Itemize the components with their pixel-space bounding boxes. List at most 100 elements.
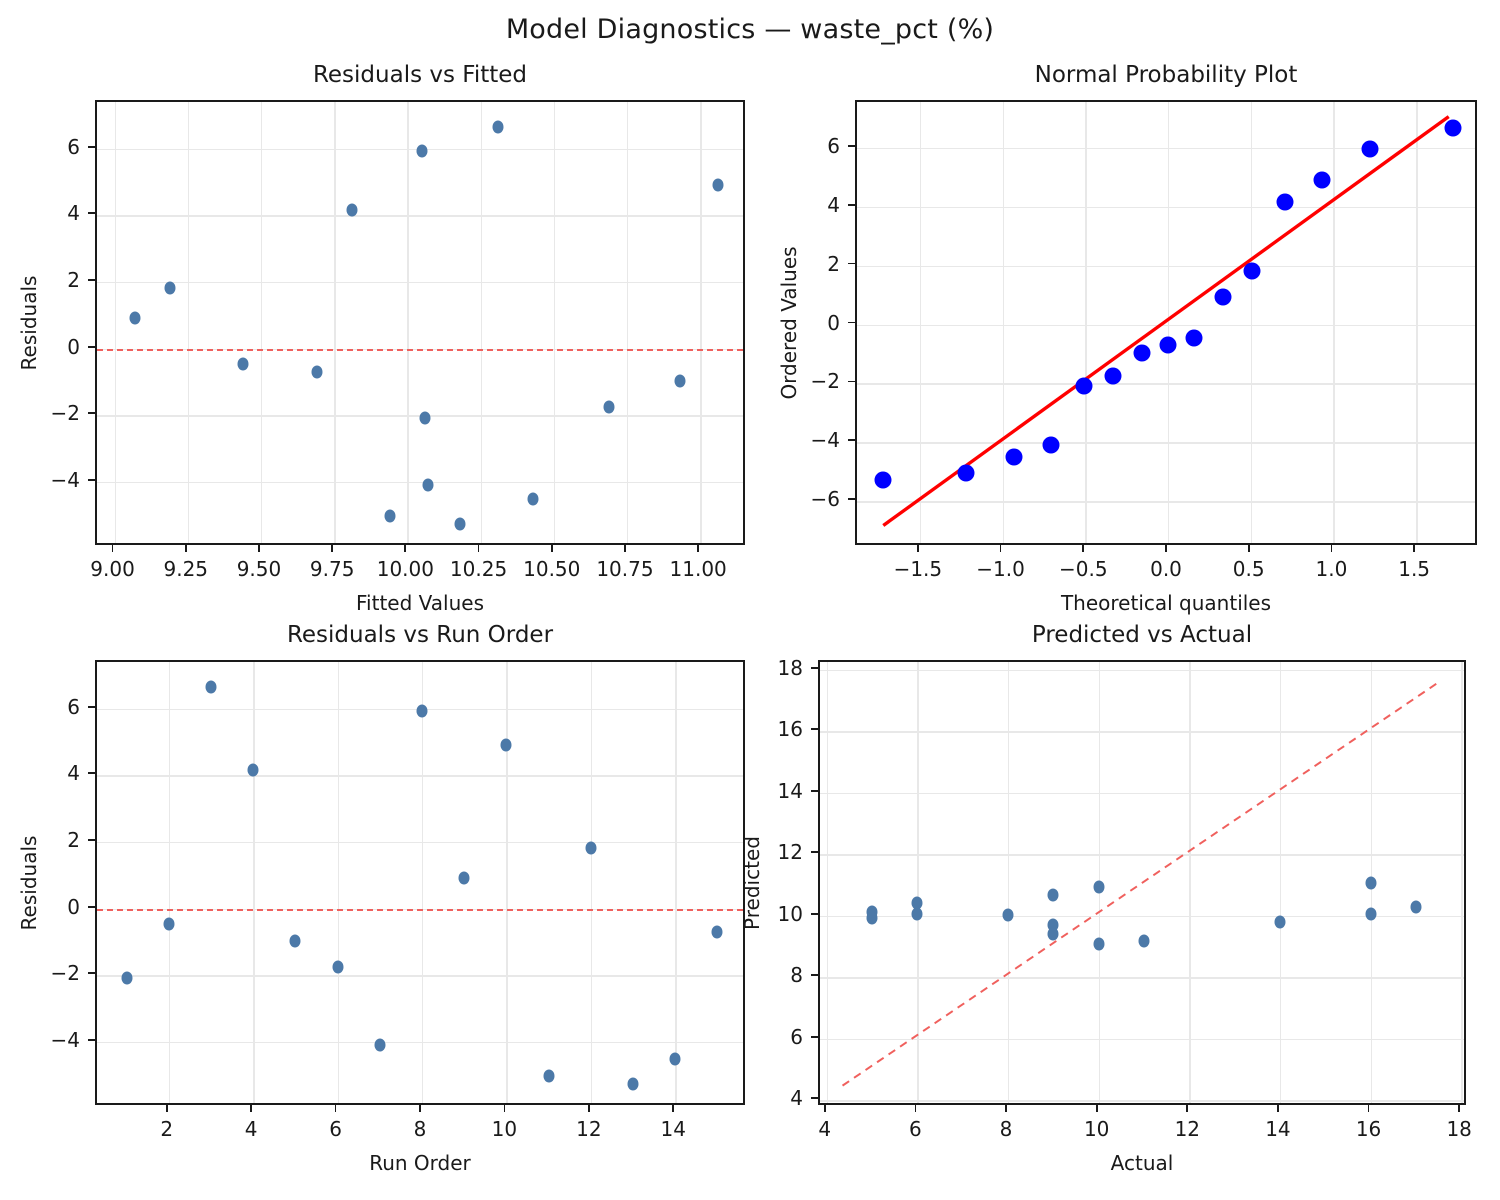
x-tick-label: 9.50 — [236, 557, 282, 581]
y-tick-mark — [88, 772, 95, 775]
gridline-vertical — [919, 102, 922, 543]
y-tick-mark — [848, 380, 855, 383]
x-tick-label: 12 — [576, 1117, 602, 1141]
x-tick-label: 1.0 — [1315, 557, 1348, 581]
data-point — [911, 907, 923, 921]
y-tick-label: −4 — [50, 468, 80, 492]
x-tick-mark — [1082, 545, 1085, 552]
gridline-horizontal — [820, 854, 1464, 856]
y-axis-label-residuals-vs-run-order: Residuals — [17, 835, 41, 930]
gridline-vertical — [553, 102, 556, 543]
x-tick-label: −1.5 — [893, 557, 943, 581]
figure-suptitle: Model Diagnostics — waste_pct (%) — [505, 14, 995, 45]
y-tick-label: 6 — [67, 694, 80, 719]
gridline-vertical — [1461, 662, 1463, 1103]
x-tick-label: 1.5 — [1398, 557, 1431, 581]
x-tick-label: 10 — [1083, 1117, 1110, 1141]
data-point — [384, 509, 396, 523]
y-tick-label: 2 — [827, 251, 840, 276]
x-tick-mark — [250, 1105, 253, 1112]
data-point — [1042, 436, 1060, 454]
x-tick-label: 0.0 — [1150, 557, 1182, 581]
gridline-horizontal — [820, 792, 1464, 795]
gridline-horizontal — [857, 324, 1475, 326]
data-point — [374, 1038, 386, 1052]
data-point — [454, 517, 466, 531]
gridline-vertical — [1250, 102, 1253, 543]
y-axis-label-normal-probability: Ordered Values — [777, 245, 801, 400]
x-tick-label: 9.25 — [163, 557, 209, 581]
x-tick-mark — [1165, 545, 1167, 552]
panel-title-residuals-vs-fitted: Residuals vs Fitted — [312, 62, 528, 88]
gridline-vertical — [253, 662, 255, 1103]
data-point — [1133, 344, 1151, 362]
gridline-vertical — [1085, 102, 1087, 543]
data-point — [1276, 193, 1294, 211]
gridline-horizontal — [820, 977, 1464, 979]
x-axis-label-normal-probability: Theoretical quantiles — [1060, 591, 1272, 615]
x-tick-label: −1.0 — [976, 557, 1025, 581]
data-point — [311, 365, 323, 379]
data-point — [1313, 171, 1331, 188]
y-tick-mark — [88, 412, 95, 415]
y-tick-mark — [88, 705, 95, 708]
data-point — [1104, 367, 1122, 385]
y-tick-mark — [88, 345, 95, 348]
y-tick-mark — [811, 912, 818, 915]
panel-title-normal-probability: Normal Probability Plot — [1034, 62, 1298, 88]
data-point — [346, 203, 358, 217]
gridline-horizontal — [857, 383, 1475, 385]
gridline-vertical — [1002, 102, 1004, 543]
y-tick-label: 0 — [827, 310, 840, 335]
gridline-vertical — [1189, 662, 1191, 1103]
y-axis-label-predicted-vs-actual: Predicted — [740, 835, 764, 930]
x-tick-mark — [258, 545, 260, 552]
y-tick-label: 6 — [827, 133, 840, 158]
data-point — [416, 144, 428, 158]
data-point — [492, 120, 504, 134]
x-tick-label: 0.5 — [1232, 557, 1265, 581]
gridline-vertical — [407, 102, 409, 543]
gridline-vertical — [1416, 102, 1418, 543]
x-tick-mark — [1247, 545, 1250, 552]
zero-reference-line — [97, 908, 743, 911]
gridline-vertical — [422, 662, 424, 1103]
data-point — [1365, 907, 1377, 921]
data-point — [585, 841, 597, 855]
gridline-vertical — [700, 102, 702, 543]
data-point — [247, 763, 259, 777]
x-tick-label: 6 — [909, 1117, 922, 1141]
gridline-vertical — [334, 102, 336, 543]
y-tick-mark — [811, 851, 818, 854]
gridline-vertical — [114, 102, 116, 543]
gridline-vertical — [826, 662, 829, 1103]
x-tick-mark — [419, 1105, 421, 1112]
gridline-horizontal — [857, 206, 1475, 208]
data-point — [1047, 918, 1059, 932]
x-tick-label: 14 — [660, 1117, 686, 1141]
x-tick-mark — [334, 1105, 337, 1112]
y-tick-label: −4 — [810, 428, 840, 453]
normal-fit-line — [882, 115, 1450, 527]
y-tick-label: 0 — [67, 334, 80, 359]
y-tick-label: −2 — [50, 961, 80, 986]
data-point — [669, 1052, 681, 1066]
gridline-vertical — [590, 662, 593, 1103]
x-tick-label: 6 — [329, 1117, 342, 1141]
y-tick-mark — [848, 262, 855, 265]
data-point — [422, 478, 434, 492]
data-point — [866, 911, 878, 925]
data-point — [1047, 927, 1059, 941]
panel-title-residuals-vs-run-order: Residuals vs Run Order — [286, 622, 554, 648]
data-point — [1093, 937, 1105, 951]
x-tick-label: 9.75 — [309, 557, 355, 581]
gridline-vertical — [1333, 102, 1335, 543]
gridline-vertical — [626, 102, 629, 543]
x-tick-label: 8 — [999, 1117, 1013, 1141]
plot-area-residuals-vs-run-order — [95, 660, 745, 1105]
y-tick-mark — [88, 905, 95, 908]
x-tick-mark — [1095, 1105, 1098, 1112]
gridline-horizontal — [820, 731, 1464, 733]
gridline-horizontal — [97, 975, 743, 977]
